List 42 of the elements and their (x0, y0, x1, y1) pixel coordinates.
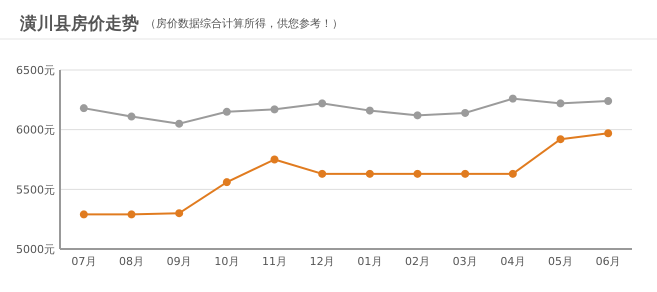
chart-subtitle: （房价数据综合计算所得，供您参考！） (145, 17, 343, 30)
point (461, 170, 470, 178)
point (414, 170, 422, 178)
x-tick-label: 08月 (119, 255, 144, 268)
y-tick-label: 5500元 (16, 183, 55, 196)
point (80, 104, 88, 112)
point (461, 108, 470, 117)
point (604, 97, 612, 106)
point (270, 156, 278, 164)
point (80, 210, 88, 218)
point (270, 105, 278, 114)
point (175, 209, 184, 218)
y-tick-label: 6000元 (16, 124, 55, 137)
x-tick-label: 04月 (500, 255, 526, 268)
x-tick-label: 09月 (166, 255, 192, 268)
x-tick-label: 07月 (71, 255, 96, 268)
point (556, 99, 564, 108)
point (414, 111, 422, 120)
x-tick-label: 11月 (262, 255, 287, 268)
point (508, 170, 517, 178)
point (508, 94, 517, 103)
point (318, 170, 326, 178)
point (318, 99, 326, 108)
point (604, 129, 612, 138)
point (128, 210, 136, 218)
point (222, 108, 231, 116)
point (556, 135, 564, 144)
x-tick-label: 06月 (596, 255, 621, 268)
y-tick-label: 6500元 (16, 64, 55, 77)
x-tick-label: 03月 (452, 255, 478, 268)
y-tick-label: 5000元 (16, 243, 55, 256)
chart-title: 潢川县房价走势 (19, 14, 139, 34)
x-tick-label: 01月 (357, 255, 382, 268)
point (366, 170, 374, 178)
point (222, 178, 231, 186)
x-tick-label: 12月 (310, 255, 335, 268)
x-tick-label: 10月 (214, 255, 240, 268)
x-tick-label: 05月 (548, 255, 573, 268)
x-tick-label: 02月 (405, 255, 430, 268)
point (366, 106, 374, 115)
point (175, 120, 184, 128)
point (128, 112, 136, 121)
